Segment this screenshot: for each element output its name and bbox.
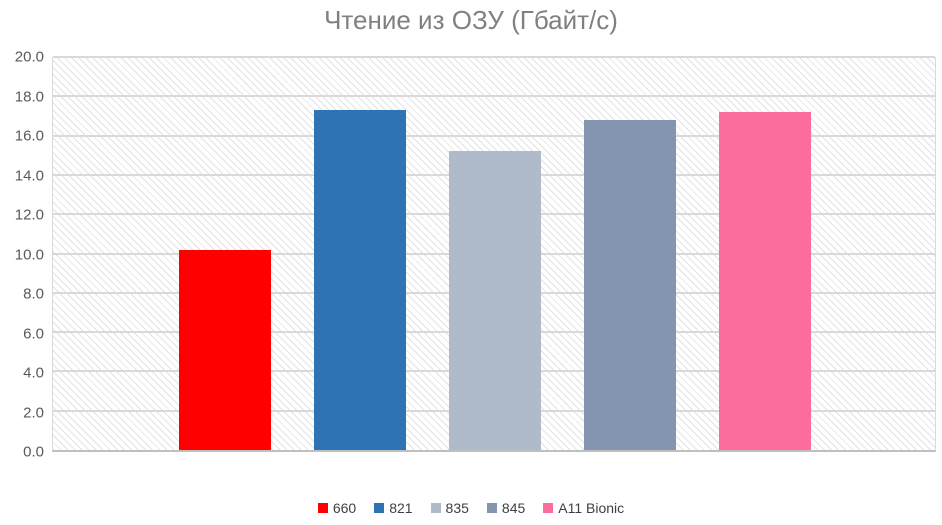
legend-label-835: 835	[445, 500, 469, 516]
y-tick-label: 6.0	[23, 325, 44, 342]
y-tick-label: 18.0	[14, 88, 44, 105]
y-tick-label: 16.0	[14, 127, 44, 145]
legend: 660 821 835 845 A11 Bionic	[0, 500, 942, 516]
bar-660	[179, 249, 271, 450]
y-tick-label: 12.0	[14, 206, 44, 224]
y-axis: 0.0 2.0 4.0 6.0 8.0 10.0 12.0 14.0 16.0 18.0 20.0	[0, 50, 44, 460]
y-tick-label: 10.0	[14, 246, 44, 263]
chart-title: Чтение из ОЗУ (Гбайт/с)	[324, 5, 618, 35]
legend-item-821: 821	[374, 500, 413, 516]
legend-label-a11-bionic: A11 Bionic	[558, 500, 625, 516]
y-tick-label: 14.0	[14, 167, 44, 184]
legend-item-845: 845	[486, 500, 526, 516]
legend-swatch-821	[374, 503, 385, 513]
legend-swatch-660	[317, 503, 328, 513]
legend-item-835: 835	[430, 500, 469, 516]
legend-swatch-835	[430, 503, 441, 513]
legend-label-845: 845	[501, 500, 526, 516]
legend-label-660: 660	[332, 500, 357, 516]
legend-item-660: 660	[317, 500, 357, 516]
gridline	[53, 95, 935, 98]
legend-label-821: 821	[389, 500, 413, 516]
y-tick-label: 20.0	[14, 48, 44, 66]
gridline	[53, 56, 935, 58]
legend-item-a11-bionic: A11 Bionic	[543, 500, 624, 516]
bar-835	[449, 151, 541, 450]
bar-821	[314, 110, 406, 450]
y-tick-label: 2.0	[23, 404, 44, 421]
y-tick-label: 8.0	[23, 285, 44, 303]
legend-swatch-845	[486, 503, 497, 513]
y-tick-label: 4.0	[23, 364, 44, 382]
y-tick-label: 0.0	[23, 443, 44, 461]
bar-a11-bionic	[719, 112, 811, 450]
plot-area	[52, 56, 936, 452]
bar-845	[584, 119, 676, 450]
gridline	[53, 134, 935, 137]
legend-swatch-a11-bionic	[543, 503, 554, 513]
